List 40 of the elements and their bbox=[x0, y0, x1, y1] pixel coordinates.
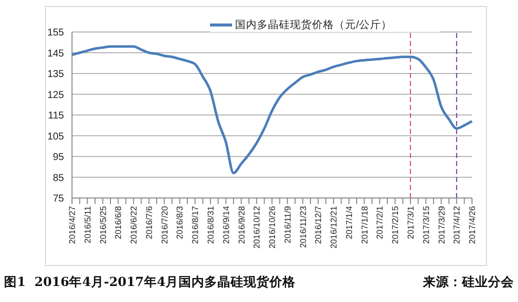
x-tick-label: 2016/6/8 bbox=[113, 206, 124, 240]
x-tick-label: 2016/5/11 bbox=[82, 206, 92, 244]
source-note: 来源：硅业分会 bbox=[423, 274, 514, 291]
x-tick-label: 2016/8/31 bbox=[205, 206, 216, 244]
line-series bbox=[70, 45, 474, 174]
x-tick-label: 2016/12/7 bbox=[313, 206, 324, 244]
x-tick-label: 2017/1/4 bbox=[344, 206, 354, 240]
x-tick-label: 2017/2/1 bbox=[374, 206, 385, 240]
legend-label: 国内多晶硅现货价格（元/公斤） bbox=[235, 18, 392, 32]
x-tick-label: 2016/10/12 bbox=[252, 206, 262, 249]
x-tick-label: 2016/9/28 bbox=[236, 206, 246, 244]
x-tick-label: 2016/8/3 bbox=[174, 206, 185, 240]
y-tick-label: 75 bbox=[52, 194, 64, 205]
x-tick-label: 2016/7/20 bbox=[159, 206, 170, 244]
y-tick-label: 95 bbox=[52, 152, 64, 164]
x-tick-label: 2017/2/15 bbox=[390, 206, 400, 244]
x-tick-label: 2017/4/26 bbox=[467, 206, 478, 244]
x-tick-label: 2016/12/21 bbox=[328, 206, 339, 249]
y-tick-label: 85 bbox=[52, 172, 64, 184]
y-tick-label: 155 bbox=[47, 28, 64, 39]
x-tick-label: 2016/8/17 bbox=[190, 206, 200, 244]
x-tick-label: 2016/5/25 bbox=[98, 206, 108, 244]
x-tick-label: 2017/1/18 bbox=[359, 206, 370, 244]
x-tick-label: 2017/3/1 bbox=[405, 206, 416, 240]
x-tick-label: 2017/3/15 bbox=[420, 206, 431, 244]
y-tick-label: 145 bbox=[47, 48, 64, 60]
y-tick-label: 125 bbox=[47, 90, 64, 101]
x-tick-label: 2016/4/27 bbox=[67, 206, 78, 244]
x-tick-label: 2017/4/12 bbox=[452, 206, 462, 244]
x-tick-label: 2016/6/22 bbox=[128, 206, 139, 244]
caption: 图1 2016年4月-2017年4月国内多晶硅现货价格 bbox=[4, 274, 296, 291]
x-tick-label: 2016/10/26 bbox=[267, 206, 278, 249]
x-tick-label: 2016/11/9 bbox=[282, 206, 292, 244]
x-tick-label: 2016/11/23 bbox=[298, 206, 308, 248]
x-tick-label: 2016/9/14 bbox=[220, 206, 231, 244]
x-tick-label: 2017/3/29 bbox=[436, 206, 446, 244]
y-tick-label: 105 bbox=[47, 131, 64, 142]
y-tick-label: 135 bbox=[47, 69, 64, 80]
y-tick-label: 115 bbox=[48, 110, 64, 122]
x-tick-label: 2016/7/6 bbox=[144, 206, 154, 240]
